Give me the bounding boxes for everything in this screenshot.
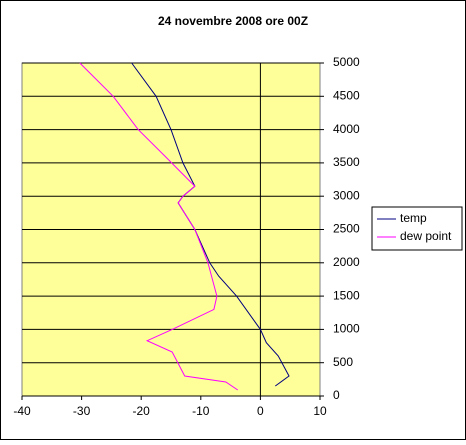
y-tick-label: 2500: [333, 222, 360, 236]
y-tick-label: 2000: [333, 255, 360, 269]
y-tick-label: 4500: [333, 88, 360, 102]
y-tick-label: 4000: [333, 122, 360, 136]
line: [131, 62, 290, 387]
legend: [371, 206, 463, 251]
y-tick-label: 500: [333, 355, 353, 369]
chart-title: 24 novembre 2008 ore 00Z: [158, 14, 308, 28]
x-tick-label: -20: [133, 404, 151, 418]
y-tick-label: 3500: [333, 155, 360, 169]
x-tick-label: -10: [192, 404, 210, 418]
x-tick-label: 10: [313, 404, 327, 418]
legend-label: dew point: [400, 229, 452, 243]
y-tick-label: 0: [333, 388, 340, 402]
y-tick-label: 5000: [333, 55, 360, 69]
y-tick-label: 1000: [333, 322, 360, 336]
x-tick-label: -30: [73, 404, 91, 418]
x-tick-label: -40: [13, 404, 31, 418]
line: [79, 62, 239, 391]
y-tick-label: 1500: [333, 288, 360, 302]
legend-label: temp: [400, 211, 427, 225]
y-tick-label: 3000: [333, 188, 360, 202]
x-tick-label: 0: [257, 404, 264, 418]
